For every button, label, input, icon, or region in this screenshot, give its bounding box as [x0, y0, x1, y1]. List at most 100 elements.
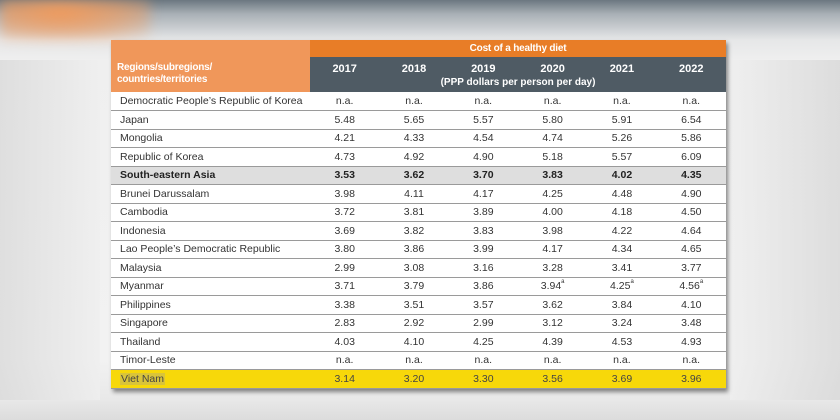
- value-cell: 4.00: [518, 203, 587, 222]
- row-name: Republic of Korea: [120, 150, 204, 163]
- table-row: Cambodia 3.72 3.81 3.89 4.00 4.18 4.50: [111, 203, 726, 222]
- row-name: Viet Nam: [120, 372, 165, 385]
- row-name: Japan: [120, 113, 149, 126]
- cell-value: n.a.: [543, 95, 562, 107]
- value-cell: 3.24: [587, 314, 656, 333]
- cell-value: 4.00: [542, 206, 563, 219]
- cell-value: 5.57: [611, 150, 633, 163]
- unit-label: (PPP dollars per person per day): [310, 77, 726, 92]
- value-cell: 6.09: [657, 148, 726, 167]
- cell-value: 4.11: [404, 187, 424, 200]
- value-cell: n.a.: [449, 92, 518, 111]
- table-row: Lao People’s Democratic Republic 3.80 3.86…: [111, 240, 726, 259]
- value-cell: n.a.: [657, 351, 726, 370]
- cell-value: 3.98: [542, 224, 563, 237]
- table-row: Republic of Korea 4.73 4.92 4.90 5.18 5.57 6.0…: [111, 148, 726, 167]
- value-cell: 4.17: [518, 240, 587, 259]
- row-header-label: Regions/subregions/ countries/territorie…: [111, 40, 311, 92]
- value-cell: 3.79: [379, 277, 448, 296]
- value-cell: 3.12: [518, 314, 587, 333]
- cell-value: 4.74: [542, 132, 563, 145]
- row-name: Mongolia: [120, 132, 163, 145]
- cell-value: 4.18: [611, 206, 633, 219]
- cell-value: 4.25: [610, 280, 631, 293]
- background-right-blur: [730, 60, 840, 400]
- cell-value: 3.38: [334, 298, 355, 311]
- cell-value: n.a.: [613, 354, 631, 367]
- value-cell: 5.57: [449, 111, 518, 130]
- value-cell: 3.14: [310, 369, 380, 388]
- cell-value: 3.71: [334, 280, 355, 293]
- value-cell: 3.89: [449, 203, 518, 222]
- value-cell: 3.86: [379, 240, 448, 259]
- cell-value: 5.57: [473, 113, 494, 126]
- row-name-cell: Viet Nam: [111, 369, 311, 388]
- year-header-2020: 2020: [540, 63, 565, 75]
- row-name: Cambodia: [120, 206, 168, 219]
- value-cell: 3.62: [518, 296, 587, 315]
- cell-value: 4.10: [681, 298, 702, 311]
- cell-value: 4.10: [403, 335, 425, 348]
- value-cell: 4.74: [518, 129, 587, 148]
- value-cell: 3.80: [310, 240, 379, 259]
- cell-value: 2.92: [403, 317, 425, 330]
- value-cell: n.a.: [379, 351, 448, 370]
- value-cell: 3.41: [587, 259, 656, 278]
- cell-value: 3.94: [540, 280, 562, 293]
- value-cell: 2.83: [310, 314, 379, 333]
- cell-value: 3.20: [403, 372, 425, 385]
- cell-value: 4.17: [542, 243, 563, 256]
- cell-value: 4.35: [681, 169, 702, 182]
- cell-value: 3.12: [542, 317, 563, 330]
- healthy-diet-cost-table: Regions/subregions/ countries/territorie…: [111, 40, 726, 389]
- cell-value: 3.84: [611, 298, 633, 311]
- row-name-cell: Democratic People’s Republic of Korea: [111, 92, 310, 111]
- year-header-2018: 2018: [401, 63, 427, 75]
- row-name-cell: South-eastern Asia: [111, 166, 311, 185]
- value-cell: 4.54: [449, 129, 518, 148]
- value-cell: 3.98: [518, 222, 587, 241]
- cell-value: 3.99: [473, 243, 494, 256]
- value-cell: 3.99: [449, 240, 518, 259]
- table-title: Cost of a healthy diet: [310, 40, 726, 57]
- value-cell: 3.77: [657, 259, 726, 278]
- cell-value: 3.96: [681, 372, 702, 385]
- value-cell: 4.02: [587, 166, 657, 185]
- cell-value: 6.09: [681, 150, 702, 163]
- row-name: Philippines: [120, 298, 171, 311]
- value-cell: 4.25a: [587, 277, 656, 296]
- footnote-marker: a: [630, 279, 634, 286]
- cell-value: 3.56: [542, 372, 563, 385]
- cell-value: 3.14: [334, 372, 355, 385]
- footnote-marker: a: [561, 279, 565, 286]
- cell-value: 3.69: [334, 224, 355, 237]
- cell-value: n.a.: [474, 354, 493, 367]
- value-cell: 3.98: [310, 185, 379, 204]
- cell-value: 3.62: [403, 169, 425, 182]
- cell-value: 4.93: [681, 335, 702, 348]
- table-row: Japan 5.48 5.65 5.57 5.80 5.91 6.54: [111, 111, 726, 130]
- cell-value: 4.90: [473, 150, 494, 163]
- footnote-marker: a: [699, 279, 704, 286]
- cell-value: 5.48: [334, 113, 355, 126]
- value-cell: 3.83: [517, 166, 588, 185]
- row-name: Lao People’s Democratic Republic: [120, 243, 281, 256]
- value-cell: 3.51: [379, 296, 448, 315]
- value-cell: 3.28: [518, 259, 587, 278]
- cell-value: n.a.: [474, 95, 493, 107]
- row-name-cell: Brunei Darussalam: [111, 185, 310, 204]
- value-cell: n.a.: [587, 92, 656, 111]
- row-name: Thailand: [120, 335, 161, 348]
- cell-value: 3.08: [403, 261, 425, 274]
- cell-value: 4.53: [611, 335, 633, 348]
- row-name-cell: Mongolia: [111, 129, 310, 148]
- cell-value: 4.34: [611, 243, 633, 256]
- cell-value: 3.83: [473, 224, 494, 237]
- cell-value: n.a.: [405, 95, 423, 107]
- cell-value: 2.83: [334, 317, 355, 330]
- cell-value: 5.80: [542, 113, 563, 126]
- value-cell: 3.08: [379, 259, 448, 278]
- cell-value: 3.98: [334, 187, 355, 200]
- row-name: Indonesia: [120, 224, 166, 237]
- value-cell: 3.70: [448, 166, 518, 185]
